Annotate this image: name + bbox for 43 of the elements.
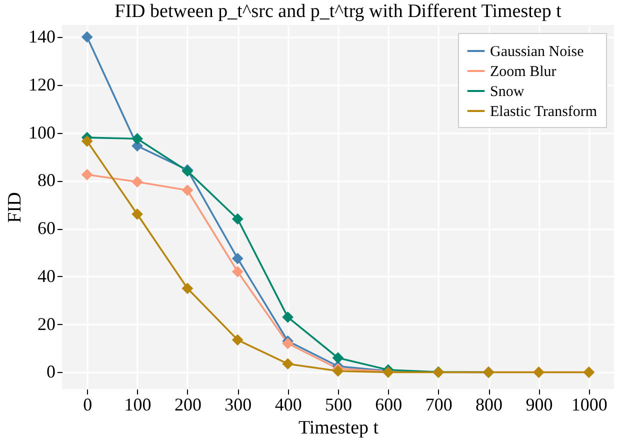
x-tick-label: 0 <box>83 394 92 414</box>
y-tick-label: 140 <box>28 26 56 46</box>
chart-title: FID between p_t^src and p_t^trg with Different Timestep t <box>114 1 562 22</box>
x-tick-label: 600 <box>375 394 402 414</box>
x-tick-label: 900 <box>526 394 553 414</box>
x-tick-label: 200 <box>174 394 202 414</box>
point <box>232 252 244 264</box>
x-tick-label: 800 <box>476 394 503 414</box>
x-tick-label: 700 <box>425 394 452 414</box>
point <box>332 365 344 377</box>
point <box>132 176 143 188</box>
x-axis-title: Timestep t <box>298 418 380 438</box>
y-tick-label: 20 <box>38 314 56 334</box>
point <box>182 184 194 196</box>
x-tick-label: 300 <box>224 394 252 414</box>
x-tick-label: 100 <box>124 394 152 414</box>
point <box>282 311 294 323</box>
legend-label: Elastic Transform <box>490 104 598 120</box>
x-tick-label: 1000 <box>571 394 608 414</box>
point <box>81 135 93 147</box>
y-tick-label: 0 <box>46 362 56 382</box>
point <box>332 352 344 364</box>
point <box>232 266 244 278</box>
point <box>282 358 294 370</box>
y-tick-label: 60 <box>38 218 56 238</box>
point <box>132 133 143 144</box>
y-tick-label: 100 <box>28 122 56 142</box>
point <box>81 168 93 180</box>
point <box>132 208 143 220</box>
x-tick-label: 500 <box>325 394 352 414</box>
point <box>182 282 194 294</box>
point <box>282 338 294 350</box>
x-tick-label: 400 <box>274 394 302 414</box>
legend-label: Zoom Blur <box>490 64 556 80</box>
legend-label: Snow <box>490 84 524 100</box>
point <box>232 213 244 225</box>
y-tick-label: 80 <box>38 170 56 190</box>
y-tick-label: 120 <box>28 74 56 94</box>
y-tick-label: 40 <box>38 266 56 286</box>
point <box>232 334 244 346</box>
point <box>81 31 93 43</box>
y-axis-title: FID <box>4 192 26 223</box>
legend-label: Gaussian Noise <box>490 44 584 60</box>
